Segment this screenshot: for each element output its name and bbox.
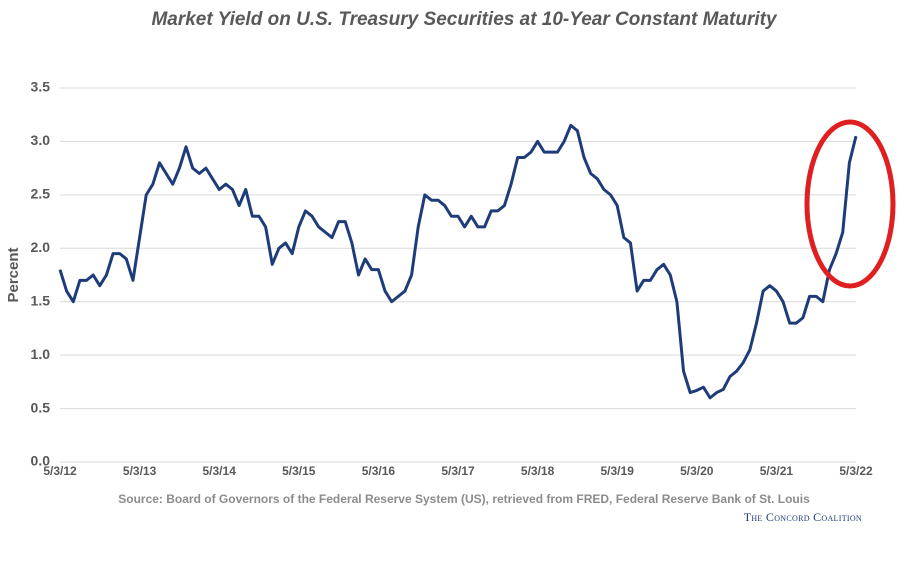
x-tick-label: 5/3/14 <box>203 464 237 478</box>
credit: The Concord Coalition <box>744 510 862 524</box>
x-tick-label: 5/3/20 <box>680 464 714 478</box>
data-line <box>58 123 858 400</box>
source-note: Source: Board of Governors of the Federa… <box>118 492 810 506</box>
y-tick-label: 0.5 <box>31 399 51 415</box>
chart-title: Market Yield on U.S. Treasury Securities… <box>151 9 778 30</box>
y-tick-label: 2.5 <box>31 186 51 202</box>
y-axis-label: Percent <box>5 247 22 302</box>
y-tick-label: 0.0 <box>31 453 51 469</box>
y-tick-label: 3.0 <box>31 132 51 148</box>
y-tick-label: 2.0 <box>31 239 51 255</box>
x-tick-label: 5/3/19 <box>601 464 635 478</box>
x-tick-label: 5/3/18 <box>521 464 555 478</box>
x-tick-label: 5/3/16 <box>362 464 396 478</box>
x-tick-label: 5/3/12 <box>43 464 77 478</box>
x-tick-label: 5/3/13 <box>123 464 157 478</box>
highlight-ellipse <box>804 119 896 289</box>
y-tick-label: 1.5 <box>31 292 51 308</box>
x-tick-label: 5/3/15 <box>282 464 316 478</box>
x-tick-label: 5/3/21 <box>760 464 794 478</box>
y-tick-label: 1.0 <box>31 346 51 362</box>
x-tick-label: 5/3/22 <box>839 464 873 478</box>
x-tick-label: 5/3/17 <box>441 464 475 478</box>
y-tick-label: 3.5 <box>31 79 51 95</box>
